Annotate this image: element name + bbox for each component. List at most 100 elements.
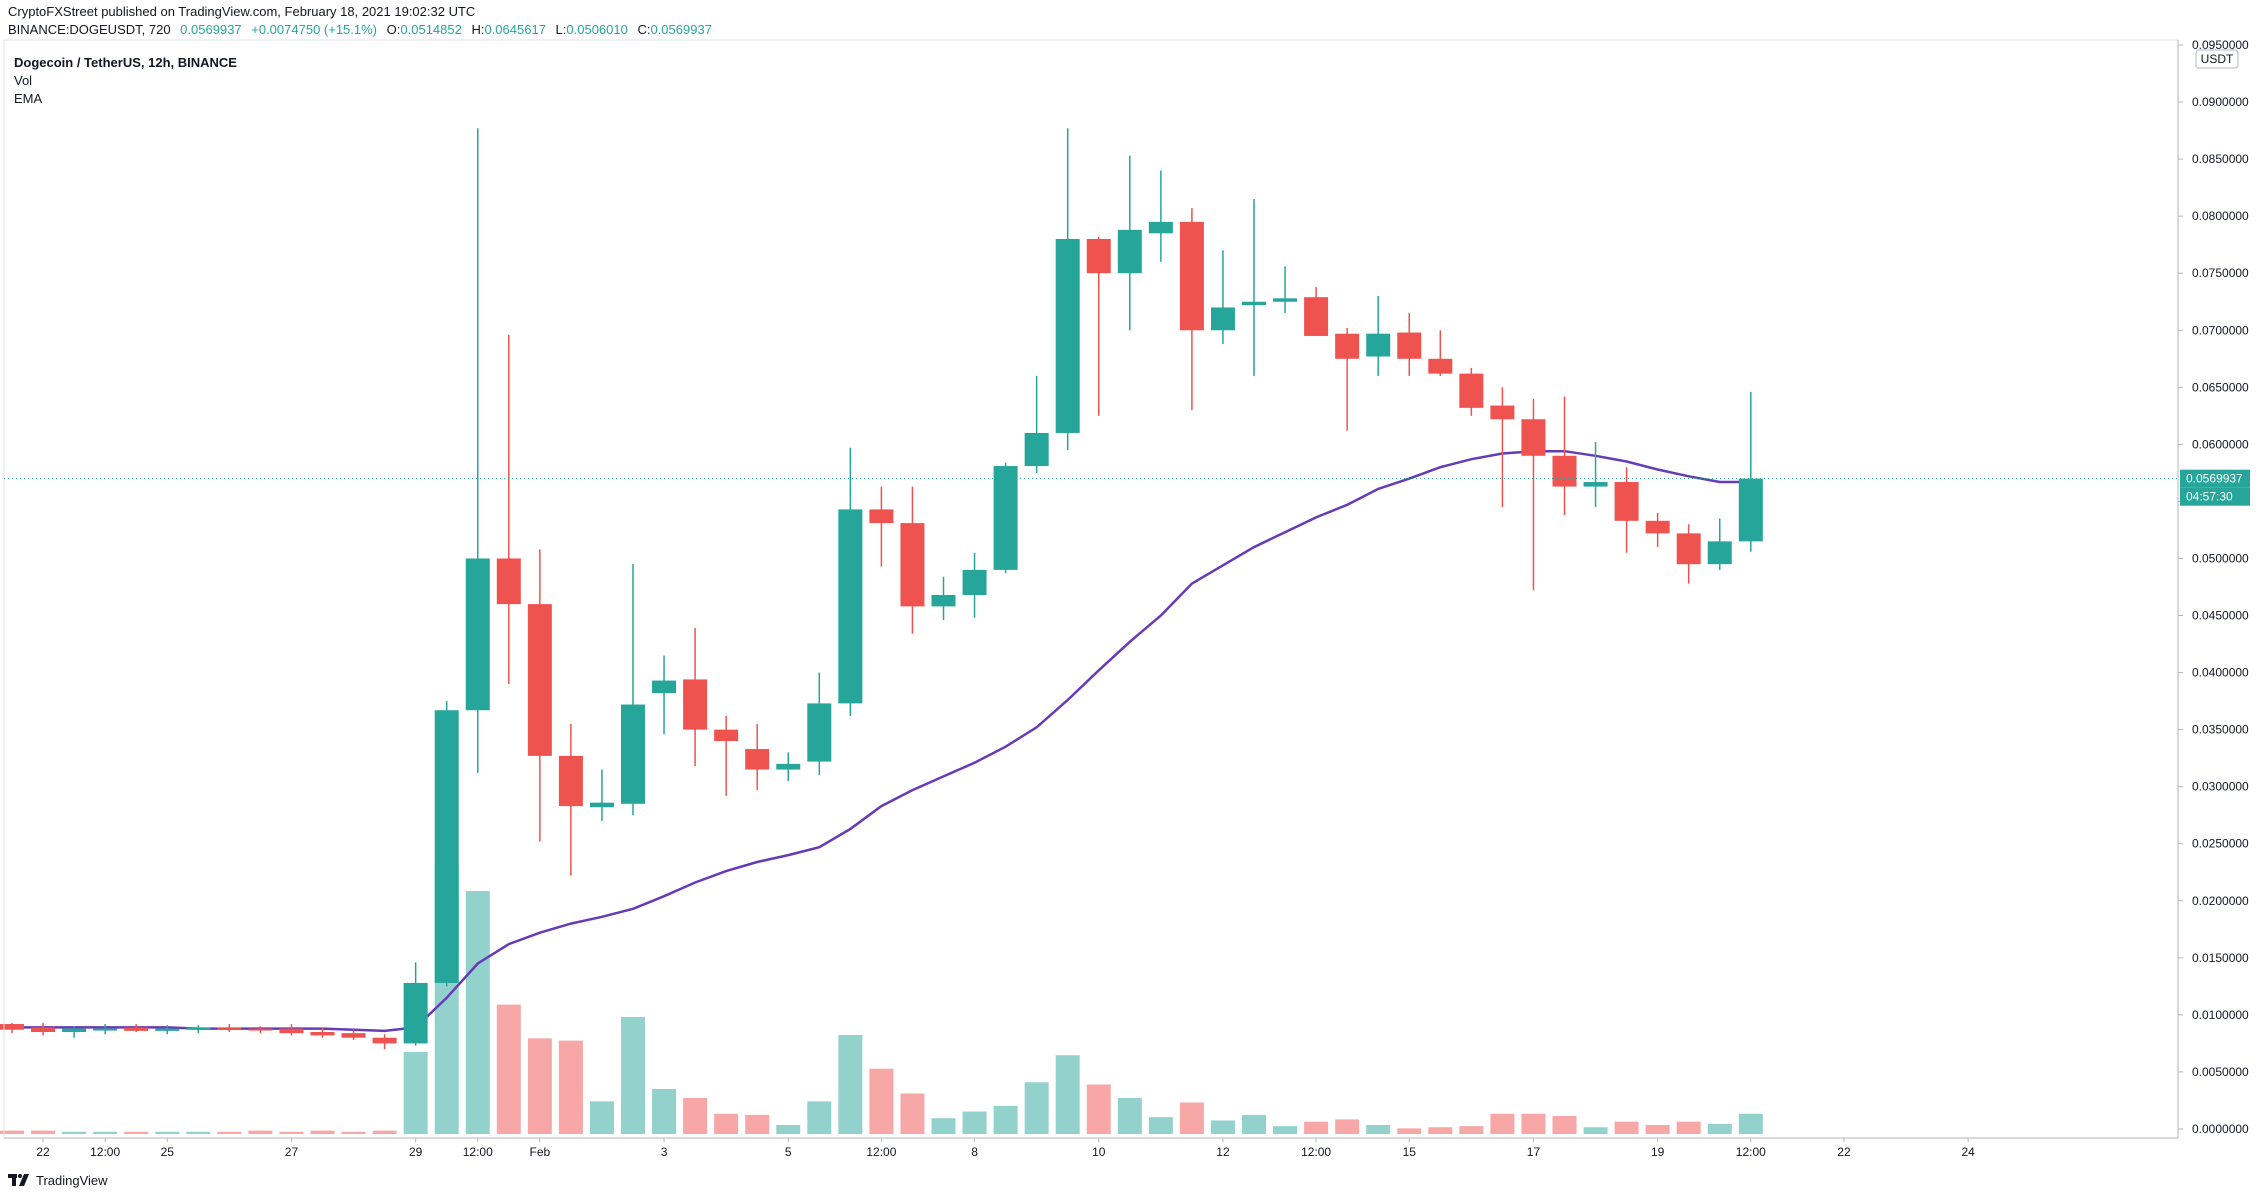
candle xyxy=(1304,286,1329,336)
high-label: H: xyxy=(471,22,485,37)
chart-legend: Dogecoin / TetherUS, 12h, BINANCE Vol EM… xyxy=(14,54,237,108)
volume-bar xyxy=(621,1017,645,1134)
volume-bar xyxy=(124,1131,149,1134)
volume-bar xyxy=(217,1131,242,1134)
close-label: C: xyxy=(637,22,651,37)
candle-body xyxy=(124,1027,149,1031)
volume-bar xyxy=(1273,1126,1298,1134)
candle xyxy=(1335,327,1360,431)
unit-label: USDT xyxy=(2201,52,2234,66)
candle xyxy=(1024,375,1049,473)
candle xyxy=(931,576,956,621)
x-tick-label: 12:00 xyxy=(866,1145,896,1159)
candle-body xyxy=(776,763,801,770)
candle xyxy=(31,1022,56,1036)
volume-bar xyxy=(465,891,490,1134)
candle xyxy=(745,723,770,791)
candle xyxy=(248,1026,273,1034)
volume-bar xyxy=(93,1131,118,1134)
volume-series xyxy=(0,864,1763,1134)
x-tick-label: 3 xyxy=(661,1145,668,1159)
candle xyxy=(1521,398,1546,591)
candle xyxy=(1707,518,1732,570)
candle xyxy=(1086,236,1111,416)
candle xyxy=(1428,330,1453,376)
volume-bar xyxy=(372,1130,397,1134)
y-tick-label: 0.0900000 xyxy=(2192,95,2249,109)
high-value: 0.0645617 xyxy=(484,22,546,37)
volume-bar xyxy=(279,1131,304,1134)
tradingview-logo-icon[interactable] xyxy=(8,1172,30,1188)
volume-bar xyxy=(1552,1116,1577,1134)
candle xyxy=(1242,199,1266,376)
legend-ema[interactable]: EMA xyxy=(14,91,43,106)
volume-bar xyxy=(745,1114,770,1134)
y-tick-label: 0.0200000 xyxy=(2192,894,2249,908)
unit-badge xyxy=(2195,49,2239,69)
candle-body xyxy=(589,802,614,808)
candle-body xyxy=(217,1027,242,1030)
candle xyxy=(1676,524,1701,584)
candle-body xyxy=(1210,307,1235,331)
y-tick-label: 0.0400000 xyxy=(2192,666,2249,680)
publisher-line: CryptoFXStreet published on TradingView.… xyxy=(8,4,476,19)
countdown-label: 04:57:30 xyxy=(2186,490,2233,504)
candle xyxy=(621,564,645,816)
legend-title[interactable]: Dogecoin / TetherUS, 12h, BINANCE xyxy=(14,55,237,70)
candle-body xyxy=(962,569,987,595)
candle-body xyxy=(1552,455,1577,487)
candle-body xyxy=(155,1028,180,1031)
legend-vol[interactable]: Vol xyxy=(14,73,33,88)
volume-bar xyxy=(1521,1113,1546,1134)
candle xyxy=(279,1024,304,1036)
candle xyxy=(962,552,987,618)
candle xyxy=(683,628,708,767)
x-tick-label: 25 xyxy=(161,1145,175,1159)
candle xyxy=(465,128,490,773)
candle xyxy=(155,1025,180,1035)
price-label: 0.0569937 xyxy=(2186,472,2243,486)
low-value: 0.0506010 xyxy=(566,22,628,37)
x-tick-label: 27 xyxy=(285,1145,299,1159)
candle xyxy=(372,1034,397,1050)
candle xyxy=(341,1029,366,1040)
y-tick-label: 0.0500000 xyxy=(2192,551,2249,565)
y-tick-label: 0.0650000 xyxy=(2192,380,2249,394)
x-tick-label: 8 xyxy=(971,1145,978,1159)
x-tick-label: 12:00 xyxy=(1301,1145,1331,1159)
volume-bar xyxy=(1397,1128,1422,1134)
volume-bar xyxy=(1707,1123,1732,1134)
candle xyxy=(1117,155,1142,331)
candle xyxy=(1583,442,1608,508)
volume-bar xyxy=(558,1040,583,1134)
candle xyxy=(1459,367,1484,416)
candle-body xyxy=(279,1028,304,1034)
candle xyxy=(1148,170,1173,262)
volume-bar xyxy=(1210,1120,1235,1134)
candle-body xyxy=(465,558,490,711)
y-tick-label: 0.0150000 xyxy=(2192,951,2249,965)
candle-body xyxy=(1738,478,1763,542)
x-tick-label: 22 xyxy=(36,1145,50,1159)
volume-bar xyxy=(403,1051,428,1134)
candle xyxy=(1210,250,1235,344)
candle-body xyxy=(0,1024,24,1030)
x-tick-label: Feb xyxy=(530,1145,551,1159)
axes: 0.0950000 0.0900000 0.0850000 0.0800000 0.07… xyxy=(3,38,2250,1159)
candle xyxy=(776,752,801,781)
candle xyxy=(496,334,521,684)
candle-body xyxy=(248,1028,273,1031)
candle xyxy=(62,1026,87,1038)
footer-brand[interactable]: TradingView xyxy=(36,1172,108,1188)
candle-body xyxy=(1521,419,1546,456)
candle xyxy=(652,655,677,735)
volume-bar xyxy=(1459,1126,1484,1134)
candle xyxy=(807,672,832,776)
candle-body xyxy=(807,703,832,762)
volume-bar xyxy=(310,1130,335,1134)
candle-body xyxy=(403,982,428,1044)
y-tick-label: 0.0950000 xyxy=(2192,38,2249,52)
candle-body xyxy=(93,1028,118,1031)
candle-body xyxy=(31,1027,56,1033)
